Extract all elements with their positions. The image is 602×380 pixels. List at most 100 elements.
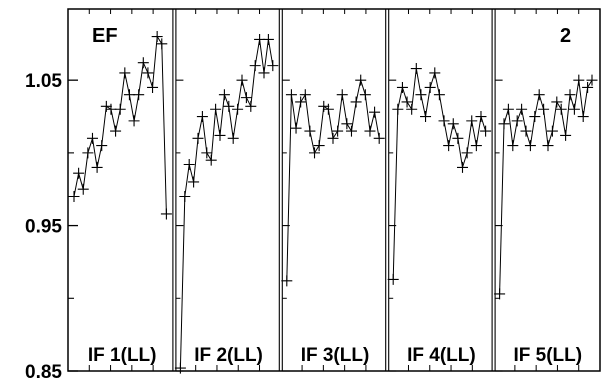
data-point [105, 103, 117, 115]
data-point [359, 89, 371, 101]
data-point [192, 132, 204, 144]
data-point [267, 60, 279, 72]
data-point [245, 100, 257, 112]
data-point [538, 103, 550, 115]
data-point [91, 161, 103, 173]
data-point [457, 161, 468, 173]
data-point [350, 96, 362, 108]
data-point [179, 191, 191, 202]
data-point [240, 92, 252, 104]
y-tick-label: 0.95 [25, 217, 62, 238]
data-point [249, 60, 261, 72]
data-point [218, 89, 230, 101]
data-point [542, 140, 554, 152]
data-point [392, 103, 404, 115]
data-point [401, 96, 413, 108]
data-point [511, 115, 523, 127]
data-point [529, 111, 541, 123]
data-point [373, 132, 385, 144]
data-point [516, 103, 528, 115]
data-point [236, 74, 248, 86]
data-point [341, 118, 353, 130]
panel-label: IF 1(LL) [88, 345, 157, 366]
data-point [507, 140, 519, 152]
data-point [420, 111, 432, 123]
data-point [223, 100, 235, 112]
data-point [475, 111, 487, 123]
data-point [387, 273, 399, 285]
data-point [396, 81, 408, 93]
data-point [336, 89, 348, 101]
data-point [520, 125, 532, 137]
data-point [128, 115, 140, 127]
panel-5: IF 5(LL) [491, 9, 598, 372]
data-point [86, 132, 98, 144]
data-point [205, 154, 217, 166]
data-point [210, 103, 222, 115]
data-point [494, 288, 506, 300]
data-point [174, 362, 186, 374]
data-point [438, 115, 450, 127]
data-point [119, 67, 131, 79]
data-point [133, 89, 145, 101]
data-point [502, 103, 514, 115]
panel-1: IF 1(LL) [68, 9, 172, 371]
data-point [345, 125, 357, 137]
data-point [214, 129, 226, 141]
plot-frame [67, 8, 601, 372]
y-axis: 1.05 0.95 0.85 [25, 71, 78, 380]
data-point [258, 67, 270, 79]
data-point [524, 140, 536, 152]
series-line [73, 34, 167, 215]
data-point [533, 89, 545, 101]
data-point [96, 140, 108, 152]
data-point [568, 103, 580, 115]
data-point [262, 33, 274, 45]
data-point [188, 176, 200, 188]
data-point [309, 147, 321, 159]
data-point [551, 96, 563, 108]
data-point [281, 275, 293, 287]
data-point [123, 89, 135, 101]
data-point [183, 159, 195, 171]
data-point [555, 103, 567, 115]
data-point [466, 115, 478, 127]
data-point [452, 132, 464, 144]
data-point [332, 125, 344, 137]
corner-label-right: 2 [560, 25, 571, 47]
data-point [100, 100, 112, 112]
data-point [564, 89, 576, 101]
data-point [304, 125, 316, 137]
data-point [68, 191, 80, 202]
data-point [406, 103, 418, 115]
data-point [433, 89, 445, 101]
data-point [110, 125, 122, 137]
data-point [151, 31, 163, 43]
data-point [201, 147, 213, 159]
data-point [299, 89, 311, 101]
data-point [73, 167, 85, 179]
data-point [232, 103, 244, 115]
data-point [480, 125, 492, 137]
data-point [142, 67, 154, 79]
data-point [429, 67, 441, 79]
panel-label: IF 4(LL) [407, 345, 476, 366]
data-point [498, 118, 510, 130]
panel-3: IF 3(LL) [278, 9, 385, 372]
data-point [546, 125, 558, 137]
data-point [560, 129, 572, 141]
data-point [295, 96, 307, 108]
data-point [313, 140, 325, 152]
data-point [114, 103, 126, 115]
data-point [443, 140, 455, 152]
data-point [582, 81, 594, 93]
y-tick-label: 1.05 [25, 71, 62, 92]
data-point [82, 147, 94, 159]
data-point [147, 81, 159, 93]
data-point [285, 89, 297, 101]
panels-group: IF 1(LL) IF 2(LL) IF 3(LL) IF 4(LL) IF 5(LL) [68, 9, 598, 374]
data-point [137, 57, 149, 69]
data-point [77, 183, 89, 195]
data-point [410, 63, 422, 75]
